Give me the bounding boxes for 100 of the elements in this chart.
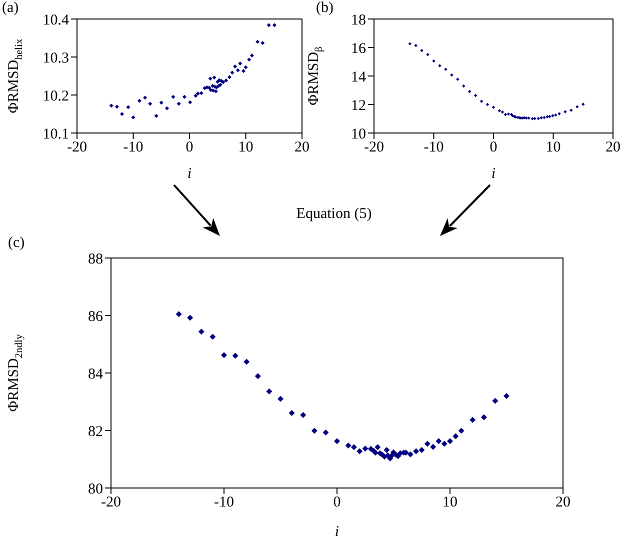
x-tick-label: -10: [214, 494, 234, 511]
point: [407, 451, 414, 458]
point: [244, 358, 250, 365]
x-tick-label: -10: [424, 140, 444, 156]
point: [548, 114, 552, 118]
point: [165, 106, 169, 110]
y-tick-label: 84: [88, 366, 104, 382]
point: [196, 91, 200, 96]
point: [474, 94, 478, 98]
point: [426, 52, 430, 56]
point: [176, 311, 182, 318]
point: [418, 447, 425, 454]
point: [492, 398, 498, 404]
x-axis-title: i: [334, 524, 340, 538]
point: [374, 444, 381, 450]
point: [278, 396, 284, 402]
x-tick-label: 0: [186, 140, 194, 156]
point: [238, 61, 242, 66]
point: [554, 113, 558, 117]
point: [540, 116, 543, 120]
x-tick-label: 10: [442, 494, 458, 511]
point: [109, 104, 114, 108]
point: [470, 416, 476, 423]
point: [236, 68, 240, 72]
point: [120, 112, 124, 116]
point: [148, 102, 152, 106]
point: [227, 75, 232, 80]
point: [154, 114, 158, 118]
point: [266, 388, 272, 394]
point: [334, 438, 340, 444]
chart-title: (a): [2, 0, 19, 17]
point: [232, 352, 238, 359]
point: [272, 23, 276, 28]
y-tick-label: 18: [351, 12, 366, 28]
point: [208, 76, 212, 81]
y-tick-label: 88: [88, 251, 103, 268]
x-tick-label: -20: [364, 140, 384, 156]
x-axis-title: i: [491, 166, 496, 182]
point: [260, 40, 265, 45]
point: [311, 428, 318, 434]
y-tick-label: 10.4: [42, 12, 70, 28]
y-tick-label: 10.3: [42, 50, 69, 66]
x-tick-label: 0: [490, 140, 498, 156]
x-tick-label: 0: [333, 494, 341, 511]
point: [244, 65, 248, 70]
chart-title: (b): [316, 0, 334, 17]
point: [350, 444, 357, 450]
x-tick-label: -10: [123, 140, 144, 156]
point: [420, 48, 424, 52]
y-tick-label: 14: [351, 69, 366, 86]
y-tick-label: 16: [351, 40, 366, 57]
x-tick-label: 20: [556, 494, 570, 511]
point: [224, 78, 228, 83]
point: [182, 94, 186, 99]
y-tick-label: 10: [351, 126, 366, 142]
point: [221, 352, 227, 358]
point: [210, 334, 216, 340]
point: [126, 105, 130, 110]
x-axis-title: i: [187, 166, 192, 182]
point: [582, 102, 585, 106]
x-tick-label: -20: [67, 140, 87, 156]
point: [450, 73, 454, 77]
point: [432, 59, 436, 63]
point: [114, 104, 119, 109]
point: [159, 100, 164, 105]
point: [211, 88, 216, 92]
point: [212, 76, 216, 80]
point: [492, 106, 496, 109]
point: [188, 100, 192, 104]
point: [247, 58, 252, 62]
point: [143, 96, 148, 100]
x-tick-label: 20: [294, 140, 310, 156]
y-tick-label: 12: [351, 98, 366, 114]
point: [207, 86, 212, 90]
point: [536, 116, 540, 120]
point: [456, 78, 460, 81]
point: [250, 53, 254, 58]
point: [256, 40, 260, 44]
point: [137, 98, 142, 103]
point: [530, 117, 534, 120]
point: [300, 412, 306, 418]
point: [430, 444, 436, 450]
point: [546, 115, 549, 118]
point: [542, 116, 546, 120]
point: [444, 68, 448, 71]
point: [288, 410, 295, 416]
point: [424, 440, 430, 447]
y-tick-label: 82: [88, 424, 103, 440]
point: [558, 112, 561, 116]
point: [199, 91, 204, 96]
point: [187, 314, 194, 321]
point: [176, 102, 181, 106]
y-tick-label: 10.2: [42, 88, 69, 104]
point: [570, 108, 573, 112]
point: [131, 115, 136, 120]
point: [504, 393, 510, 399]
point: [408, 42, 412, 46]
point: [441, 440, 448, 447]
point: [500, 110, 504, 114]
point: [576, 105, 579, 108]
